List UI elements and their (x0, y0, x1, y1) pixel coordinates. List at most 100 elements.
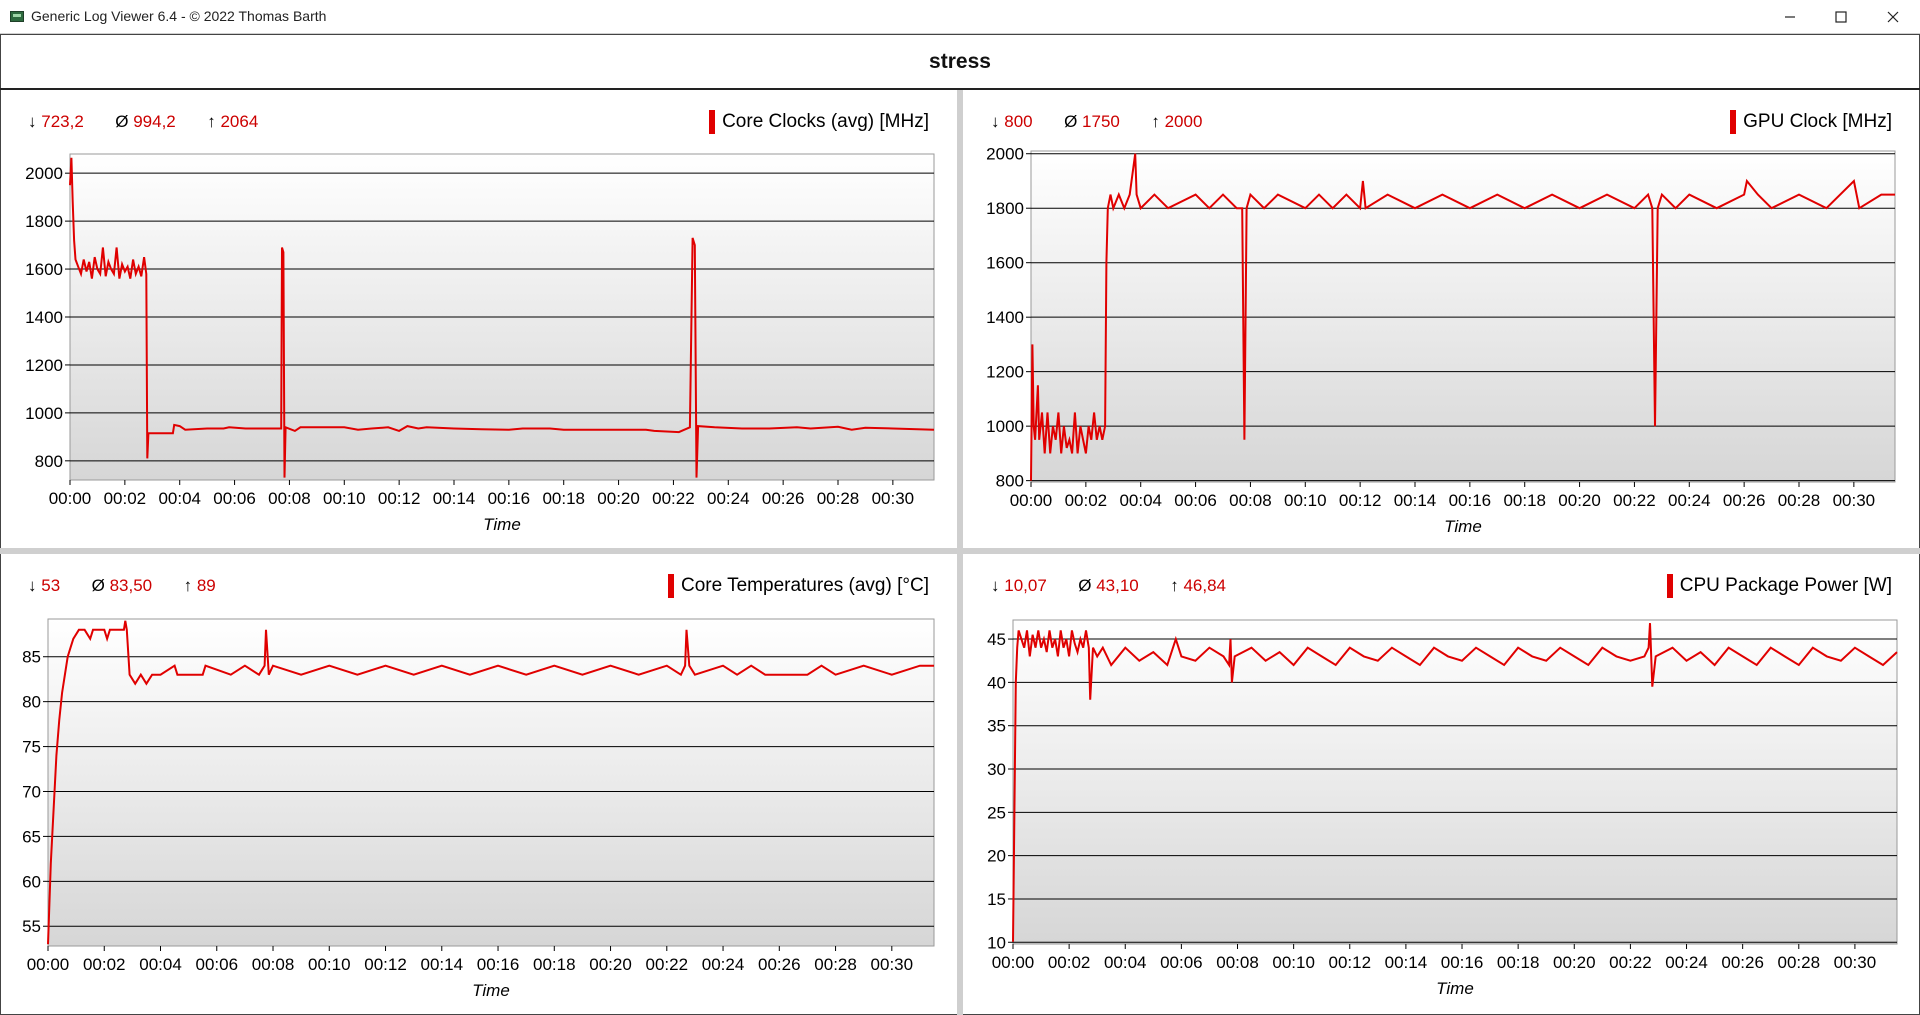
x-axis-title: Time (1436, 979, 1474, 998)
legend-swatch (1730, 110, 1737, 134)
minimize-icon (1785, 16, 1795, 18)
sheet-title: stress (929, 50, 991, 73)
avg-value: 1750 (1082, 112, 1120, 131)
close-icon (1887, 11, 1899, 23)
x-tick-label: 00:12 (1339, 491, 1382, 510)
chart-panel-core-temperatures: ↓ 53 Ø 83,50 ↑ 89 Core Temperatures (avg… (0, 554, 957, 1015)
x-tick-label: 00:20 (1553, 953, 1596, 972)
y-tick-label: 70 (22, 782, 41, 801)
window-title: Generic Log Viewer 6.4 - © 2022 Thomas B… (31, 8, 327, 24)
x-tick-label: 00:30 (871, 955, 914, 974)
x-tick-label: 00:10 (308, 955, 351, 974)
legend-swatch (1666, 574, 1673, 598)
x-tick-label: 00:06 (1174, 491, 1217, 510)
chart-panel-cpu-package-power: ↓ 10,07 Ø 43,10 ↑ 46,84 CPU Package Powe… (963, 554, 1920, 1015)
x-tick-label: 00:00 (49, 489, 92, 508)
y-tick-label: 1400 (986, 308, 1024, 327)
x-tick-label: 00:04 (1119, 491, 1162, 510)
x-tick-label: 00:14 (421, 955, 464, 974)
stats-row: ↓ 53 Ø 83,50 ↑ 89 (28, 576, 216, 596)
x-tick-label: 00:12 (378, 489, 421, 508)
close-button[interactable] (1870, 0, 1916, 34)
legend-swatch (667, 574, 674, 598)
min-symbol: ↓ (28, 576, 37, 595)
avg-symbol: Ø (91, 576, 105, 595)
x-tick-label: 00:22 (646, 955, 689, 974)
y-tick-label: 1200 (986, 363, 1024, 382)
y-tick-label: 55 (22, 917, 41, 936)
y-tick-label: 800 (35, 452, 63, 471)
x-tick-label: 00:20 (1558, 491, 1601, 510)
x-tick-label: 00:28 (1778, 491, 1821, 510)
chart-cpu-package-power: 10 15 20 25 30 35 40 45 00:00 00:02 00:04 00:06 00:0… (987, 619, 1898, 998)
plot-area[interactable] (1030, 150, 1896, 483)
y-tick-label: 2000 (25, 164, 63, 183)
x-axis-title: Time (1444, 517, 1482, 536)
y-tick-label: 1000 (25, 404, 63, 423)
x-tick-label: 00:08 (1216, 953, 1259, 972)
x-tick-label: 00:30 (872, 489, 915, 508)
x-tick-label: 00:10 (323, 489, 366, 508)
panel-divider-horizontal[interactable] (0, 548, 1920, 554)
avg-symbol: Ø (1064, 112, 1078, 131)
min-symbol: ↓ (28, 112, 37, 131)
plot-area[interactable] (47, 618, 935, 947)
y-tick-label: 30 (987, 760, 1006, 779)
title-divider (0, 88, 1920, 90)
title-bar: Generic Log Viewer 6.4 - © 2022 Thomas B… (0, 0, 1920, 34)
x-tick-label: 00:04 (139, 955, 182, 974)
y-tick-label: 10 (987, 933, 1006, 952)
maximize-button[interactable] (1818, 0, 1864, 34)
maximize-icon (1835, 11, 1847, 23)
x-tick-label: 00:26 (762, 489, 805, 508)
x-tick-label: 00:06 (213, 489, 256, 508)
min-value: 723,2 (41, 112, 84, 131)
x-tick-label: 00:28 (814, 955, 857, 974)
x-tick-label: 00:16 (1449, 491, 1492, 510)
x-tick-label: 00:16 (488, 489, 531, 508)
plot-area[interactable] (1012, 619, 1898, 945)
series-line (69, 157, 935, 478)
y-tick-label: 1200 (25, 356, 63, 375)
legend-label: Core Temperatures (avg) [°C] (680, 575, 929, 596)
x-tick-label: 00:28 (817, 489, 860, 508)
x-tick-label: 00:02 (104, 489, 147, 508)
avg-value: 43,10 (1096, 576, 1139, 595)
min-value: 10,07 (1004, 576, 1047, 595)
y-tick-label: 75 (22, 738, 41, 757)
x-tick-label: 00:10 (1284, 491, 1327, 510)
x-tick-label: 00:30 (1834, 953, 1877, 972)
minimize-button[interactable] (1767, 0, 1813, 34)
y-tick-label: 45 (987, 630, 1006, 649)
max-value: 2000 (1164, 112, 1203, 131)
min-symbol: ↓ (991, 576, 1000, 595)
x-axis-title: Time (472, 981, 510, 1000)
x-tick-label: 00:22 (652, 489, 695, 508)
chart-core-clocks: 800 1000 1200 1400 1600 1800 2000 00:00 00:02 00:… (25, 153, 935, 534)
x-tick-label: 00:10 (1272, 953, 1315, 972)
legend-label: Core Clocks (avg) [MHz] (722, 111, 929, 132)
x-tick-label: 00:22 (1609, 953, 1652, 972)
x-tick-label: 00:08 (268, 489, 311, 508)
x-tick-label: 00:14 (1394, 491, 1437, 510)
max-symbol: ↑ (1170, 576, 1179, 595)
y-tick-label: 1600 (25, 260, 63, 279)
x-tick-label: 00:30 (1833, 491, 1876, 510)
app-icon (10, 11, 24, 22)
stats-row: ↓ 723,2 Ø 994,2 ↑ 2064 (28, 112, 258, 132)
x-tick-label: 00:16 (477, 955, 520, 974)
x-tick-label: 00:22 (1613, 491, 1656, 510)
x-tick-label: 00:18 (1503, 491, 1546, 510)
x-tick-label: 00:12 (1328, 953, 1371, 972)
chart-legend: GPU Clock [MHz] (1730, 110, 1892, 134)
x-tick-label: 00:16 (1441, 953, 1484, 972)
x-tick-label: 00:14 (433, 489, 476, 508)
y-tick-label: 60 (22, 872, 41, 891)
x-tick-label: 00:12 (364, 955, 407, 974)
min-symbol: ↓ (991, 112, 1000, 131)
x-tick-label: 00:00 (992, 953, 1035, 972)
chart-gpu-clock: 800 1000 1200 1400 1600 1800 2000 00:00 00:02 00:… (986, 145, 1896, 536)
max-value: 2064 (220, 112, 259, 131)
x-tick-label: 00:26 (1721, 953, 1764, 972)
x-tick-label: 00:08 (252, 955, 295, 974)
